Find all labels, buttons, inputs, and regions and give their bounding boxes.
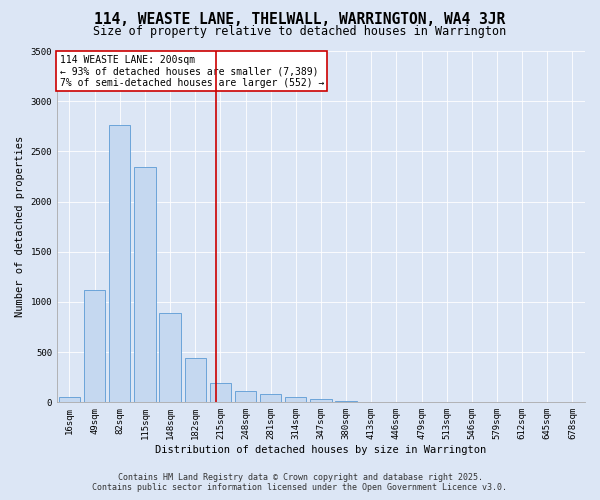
Bar (59, 398, 80, 402)
Text: Contains HM Land Registry data © Crown copyright and database right 2025.
Contai: Contains HM Land Registry data © Crown c… (92, 473, 508, 492)
Text: 114, WEASTE LANE, THELWALL, WARRINGTON, WA4 3JR: 114, WEASTE LANE, THELWALL, WARRINGTON, … (94, 12, 506, 28)
Text: 114 WEASTE LANE: 200sqm
← 93% of detached houses are smaller (7,389)
7% of semi-: 114 WEASTE LANE: 200sqm ← 93% of detache… (59, 54, 324, 88)
Bar (185, 358, 206, 403)
Bar (209, 384, 231, 402)
Text: Size of property relative to detached houses in Warrington: Size of property relative to detached ho… (94, 25, 506, 38)
Bar (109, 126, 130, 402)
Bar (134, 168, 155, 402)
Bar (260, 394, 281, 402)
X-axis label: Distribution of detached houses by size in Warrington: Distribution of detached houses by size … (155, 445, 487, 455)
Bar (310, 400, 332, 402)
Bar (285, 397, 307, 402)
Y-axis label: Number of detached properties: Number of detached properties (15, 136, 25, 318)
Bar (235, 392, 256, 402)
Bar (160, 313, 181, 402)
Bar (84, 290, 106, 403)
